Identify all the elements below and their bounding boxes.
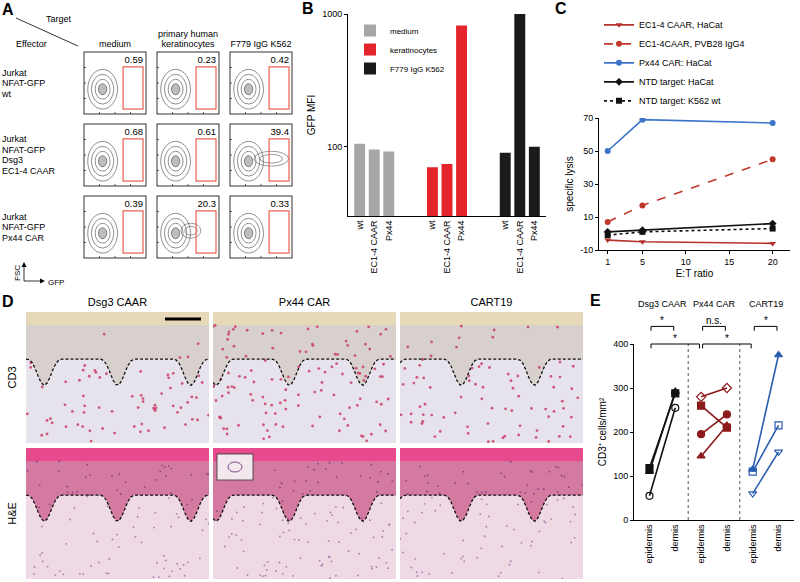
svg-text:CART19: CART19 xyxy=(471,296,513,308)
svg-text:1: 1 xyxy=(605,257,610,267)
svg-text:EC1-4 CAAR: EC1-4 CAAR xyxy=(515,220,525,274)
svg-text:CD3: CD3 xyxy=(6,366,18,388)
svg-text:*: * xyxy=(673,333,677,344)
svg-text:1000: 1000 xyxy=(322,9,342,19)
svg-text:20.3: 20.3 xyxy=(198,198,217,209)
svg-text:H&E: H&E xyxy=(6,502,18,525)
svg-text:primary human: primary human xyxy=(158,29,218,39)
svg-text:medium: medium xyxy=(390,27,419,36)
svg-text:70: 70 xyxy=(583,113,593,123)
svg-text:wt: wt xyxy=(355,220,365,230)
svg-text:CART19: CART19 xyxy=(749,299,783,309)
svg-text:100: 100 xyxy=(613,471,628,481)
svg-text:EC1-4 CAAR: EC1-4 CAAR xyxy=(442,220,452,274)
html-text:E: E xyxy=(590,292,601,309)
svg-text:E:T ratio: E:T ratio xyxy=(676,268,714,279)
svg-text:NTD target: HaCat: NTD target: HaCat xyxy=(639,77,714,87)
svg-text:0.61: 0.61 xyxy=(198,126,217,137)
svg-text:10: 10 xyxy=(583,212,593,222)
svg-text:Dsg3: Dsg3 xyxy=(2,155,23,165)
svg-text:Dsg3 CAAR: Dsg3 CAAR xyxy=(88,296,147,308)
svg-text:Jurkat: Jurkat xyxy=(2,134,27,144)
svg-text:15: 15 xyxy=(724,257,734,267)
svg-text:0.39: 0.39 xyxy=(125,198,144,209)
svg-text:Jurkat: Jurkat xyxy=(2,68,27,78)
svg-text:*: * xyxy=(660,315,664,326)
svg-text:NFAT-GFP: NFAT-GFP xyxy=(2,222,45,232)
svg-text:epidermis: epidermis xyxy=(748,524,758,564)
html-text:B: B xyxy=(302,0,314,17)
svg-text:n.s.: n.s. xyxy=(706,315,722,326)
svg-text:dermis: dermis xyxy=(722,524,732,552)
svg-text:Effector: Effector xyxy=(16,39,47,49)
svg-text:Px44 CAR: Px44 CAR xyxy=(2,233,45,243)
svg-text:5: 5 xyxy=(640,257,645,267)
svg-text:EC1-4 CAAR, HaCat: EC1-4 CAAR, HaCat xyxy=(639,20,723,30)
svg-text:dermis: dermis xyxy=(773,524,783,552)
svg-text:medium: medium xyxy=(99,39,131,49)
svg-text:F779 IgG K562: F779 IgG K562 xyxy=(390,65,445,74)
svg-text:GFP: GFP xyxy=(48,278,64,287)
svg-text:0.23: 0.23 xyxy=(198,54,217,65)
svg-text:keratinocytes: keratinocytes xyxy=(161,39,215,49)
svg-text:specific lysis: specific lysis xyxy=(564,156,575,212)
svg-text:0: 0 xyxy=(623,515,628,525)
svg-text:wt: wt xyxy=(427,220,437,230)
svg-text:39.4: 39.4 xyxy=(271,126,290,137)
svg-text:100: 100 xyxy=(327,142,342,152)
svg-text:200: 200 xyxy=(613,427,628,437)
svg-text:FSC: FSC xyxy=(13,265,22,281)
svg-text:Px44: Px44 xyxy=(384,221,394,242)
svg-text:0.59: 0.59 xyxy=(125,54,144,65)
svg-text:NFAT-GFP: NFAT-GFP xyxy=(2,145,45,155)
svg-text:20: 20 xyxy=(768,257,778,267)
svg-text:0.42: 0.42 xyxy=(271,54,290,65)
svg-text:Px44 CAR: Px44 CAR xyxy=(279,296,330,308)
svg-text:10: 10 xyxy=(681,257,691,267)
html-text:C: C xyxy=(555,0,567,17)
svg-text:NFAT-GFP: NFAT-GFP xyxy=(2,78,45,88)
svg-text:D: D xyxy=(2,293,14,310)
svg-text:Px44: Px44 xyxy=(456,221,466,242)
svg-text:A: A xyxy=(2,1,14,18)
svg-text:GFP MFI: GFP MFI xyxy=(306,95,317,135)
svg-text:Px44 CAR: HaCat: Px44 CAR: HaCat xyxy=(639,58,712,68)
svg-text:NTD target: K562 wt: NTD target: K562 wt xyxy=(639,96,721,106)
svg-text:F779 IgG K562: F779 IgG K562 xyxy=(230,39,291,49)
svg-text:Jurkat: Jurkat xyxy=(2,212,27,222)
svg-text:dermis: dermis xyxy=(670,524,680,552)
svg-text:Px44: Px44 xyxy=(529,221,539,242)
svg-text:epidermis: epidermis xyxy=(644,524,654,564)
svg-text:EC1-4CAAR, PVB28 IgG4: EC1-4CAAR, PVB28 IgG4 xyxy=(639,39,745,49)
svg-text:EC1-4 CAAR: EC1-4 CAAR xyxy=(2,166,56,176)
svg-text:CD3⁺ cells/mm²: CD3⁺ cells/mm² xyxy=(597,397,608,466)
svg-text:wt: wt xyxy=(500,220,510,230)
svg-text:Target: Target xyxy=(46,14,72,24)
svg-text:keratinocytes: keratinocytes xyxy=(390,46,437,55)
svg-text:50: 50 xyxy=(583,146,593,156)
svg-text:0.68: 0.68 xyxy=(125,126,144,137)
svg-text:*: * xyxy=(725,333,729,344)
svg-text:400: 400 xyxy=(613,339,628,349)
svg-text:0.33: 0.33 xyxy=(271,198,290,209)
svg-text:EC1-4 CAAR: EC1-4 CAAR xyxy=(369,220,379,274)
svg-text:300: 300 xyxy=(613,383,628,393)
svg-text:30: 30 xyxy=(583,179,593,189)
svg-text:-10: -10 xyxy=(580,245,593,255)
svg-text:wt: wt xyxy=(1,89,11,99)
svg-text:Dsg3 CAAR: Dsg3 CAAR xyxy=(638,299,687,309)
svg-text:*: * xyxy=(764,315,768,326)
svg-text:epidermis: epidermis xyxy=(696,524,706,564)
svg-text:Px44 CAR: Px44 CAR xyxy=(693,299,736,309)
